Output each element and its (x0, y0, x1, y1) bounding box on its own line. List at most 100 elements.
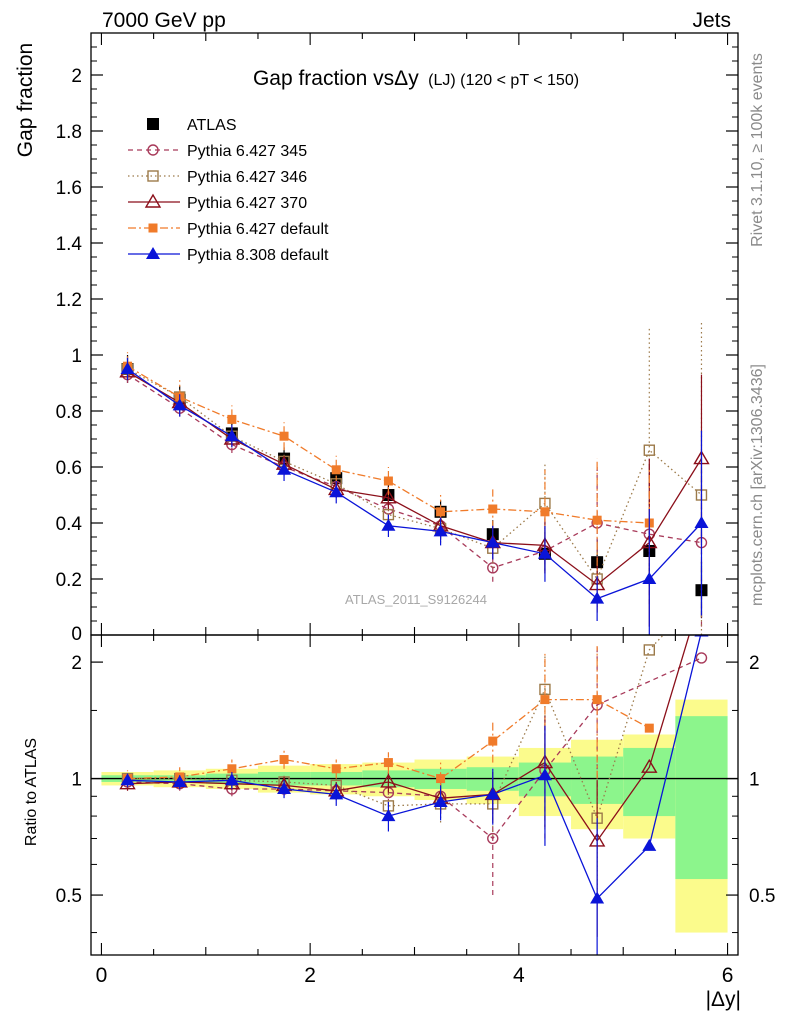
data-point (277, 781, 292, 794)
y-tick-label: 1 (71, 346, 82, 367)
uncertainty-band-inner (623, 747, 676, 817)
main-panel: 0.2 0.4 0.6 0.8 1 1.2 1.4 1.6 1.8 2 0 Gap fraction… (14, 32, 739, 645)
data-point (537, 546, 552, 559)
data-point (279, 431, 289, 441)
data-point (644, 723, 654, 733)
legend-label: Pythia 6.427 346 (187, 169, 307, 186)
watermark: ATLAS_2011_S9126244 (345, 592, 487, 607)
data-point (695, 652, 708, 664)
data-point (433, 794, 448, 807)
main-data-marks (119, 321, 710, 635)
data-point (331, 764, 341, 774)
data-point (380, 489, 397, 504)
data-point (224, 773, 239, 786)
series-pythia-8-308-default (120, 357, 709, 635)
series-pythia-8-308-default (120, 635, 709, 955)
y-tick-label: 0.6 (56, 458, 82, 479)
legend-item-pythia-6-427-370: Pythia 6.427 370 (128, 193, 307, 212)
ratio-xlabel: |Δy| (706, 988, 741, 1011)
y-tick-label: 0.4 (56, 514, 83, 535)
data-point (277, 462, 292, 475)
legend-marker (147, 170, 159, 182)
main-title-suffix: (LJ) (120 < pT < 150) (428, 72, 579, 89)
legend-item-pythia-8-308-default: Pythia 8.308 default (128, 247, 329, 264)
legend-label: ATLAS (187, 117, 237, 134)
data-point (381, 518, 396, 531)
series-line (127, 368, 702, 581)
series-line (127, 635, 702, 900)
data-point (380, 773, 397, 788)
data-point (642, 838, 657, 851)
y-tick-label-zero: 0 (71, 624, 82, 645)
y-tick-label: 0.8 (56, 402, 82, 423)
y-tick-label: 1.4 (56, 234, 83, 255)
data-point (224, 429, 239, 442)
ratio-ylabel: Ratio to ATLAS (23, 738, 40, 846)
legend-label: Pythia 6.427 370 (187, 195, 307, 212)
data-point (641, 758, 658, 773)
ratio-y-tick-label: 1 (71, 770, 82, 791)
data-point (485, 535, 500, 548)
ratio-y-tick-label: 2 (71, 653, 82, 674)
rivet-label: Rivet 3.1.10, ≥ 100k events (749, 53, 766, 247)
ratio-y-tick-label: 0.5 (56, 886, 82, 907)
data-point (540, 695, 550, 705)
data-point (590, 591, 605, 604)
header-left-label: 7000 GeV pp (102, 9, 226, 32)
data-point (172, 774, 187, 787)
main-axes: 0.2 0.4 0.6 0.8 1 1.2 1.4 1.6 1.8 2 0 (56, 33, 738, 645)
ratio-y-tick-label-right: 0.5 (749, 886, 775, 907)
data-point (590, 891, 605, 904)
data-point (485, 787, 500, 800)
data-point (643, 444, 655, 456)
series-pythia-6-427-default (123, 352, 654, 582)
series-line (127, 635, 690, 843)
data-point (642, 572, 657, 584)
series-pythia-6-427-370 (119, 363, 710, 627)
series-atlas (121, 355, 708, 619)
y-tick-label: 2 (71, 66, 82, 87)
series-pythia-6-427-345 (121, 366, 708, 627)
legend-label: Pythia 6.427 default (187, 221, 329, 238)
ratio-panel: 0.5 0.5 1 1 2 2 0 2 4 6 Ratio to ATLAS |Δy| (23, 634, 775, 1011)
legend-marker (144, 193, 162, 208)
data-point (694, 516, 709, 528)
data-point (488, 736, 498, 746)
legend-marker (148, 223, 158, 233)
series-line (127, 374, 702, 569)
legend-label: Pythia 6.427 345 (187, 143, 307, 160)
data-point (592, 515, 602, 525)
legend-label: Pythia 8.308 default (187, 247, 329, 264)
legend-marker (147, 118, 159, 130)
data-point (487, 832, 499, 845)
x-tick-label: 0 (96, 964, 108, 987)
data-point (227, 764, 237, 774)
data-point (120, 362, 135, 374)
data-point (540, 507, 550, 517)
ratio-bands (91, 699, 738, 933)
data-point (488, 504, 498, 514)
main-title-text: Gap fraction vsΔy (253, 67, 419, 90)
legend-item-atlas: ATLAS (147, 117, 237, 134)
data-point (227, 414, 237, 424)
data-point (172, 398, 187, 411)
uncertainty-band-inner (675, 716, 728, 880)
series-line (127, 365, 650, 524)
series-line (127, 368, 702, 600)
data-point (279, 755, 289, 765)
legend-item-pythia-6-427-346: Pythia 6.427 346 (128, 169, 307, 186)
x-tick-label: 4 (513, 964, 525, 987)
data-point (643, 644, 655, 656)
main-ylabel: Gap fraction (14, 43, 37, 157)
legend: ATLAS Pythia 6.427 345 Pythia 6.427 346 Pyt… (128, 117, 329, 264)
data-point (383, 758, 393, 768)
series-line (127, 371, 703, 586)
y-tick-label: 1.6 (56, 178, 82, 199)
data-point (120, 773, 135, 786)
data-point (383, 476, 393, 486)
y-tick-label: 0.2 (56, 570, 82, 591)
ratio-data-marks (119, 635, 709, 955)
y-tick-label: 1.2 (56, 290, 82, 311)
data-point (329, 787, 344, 800)
